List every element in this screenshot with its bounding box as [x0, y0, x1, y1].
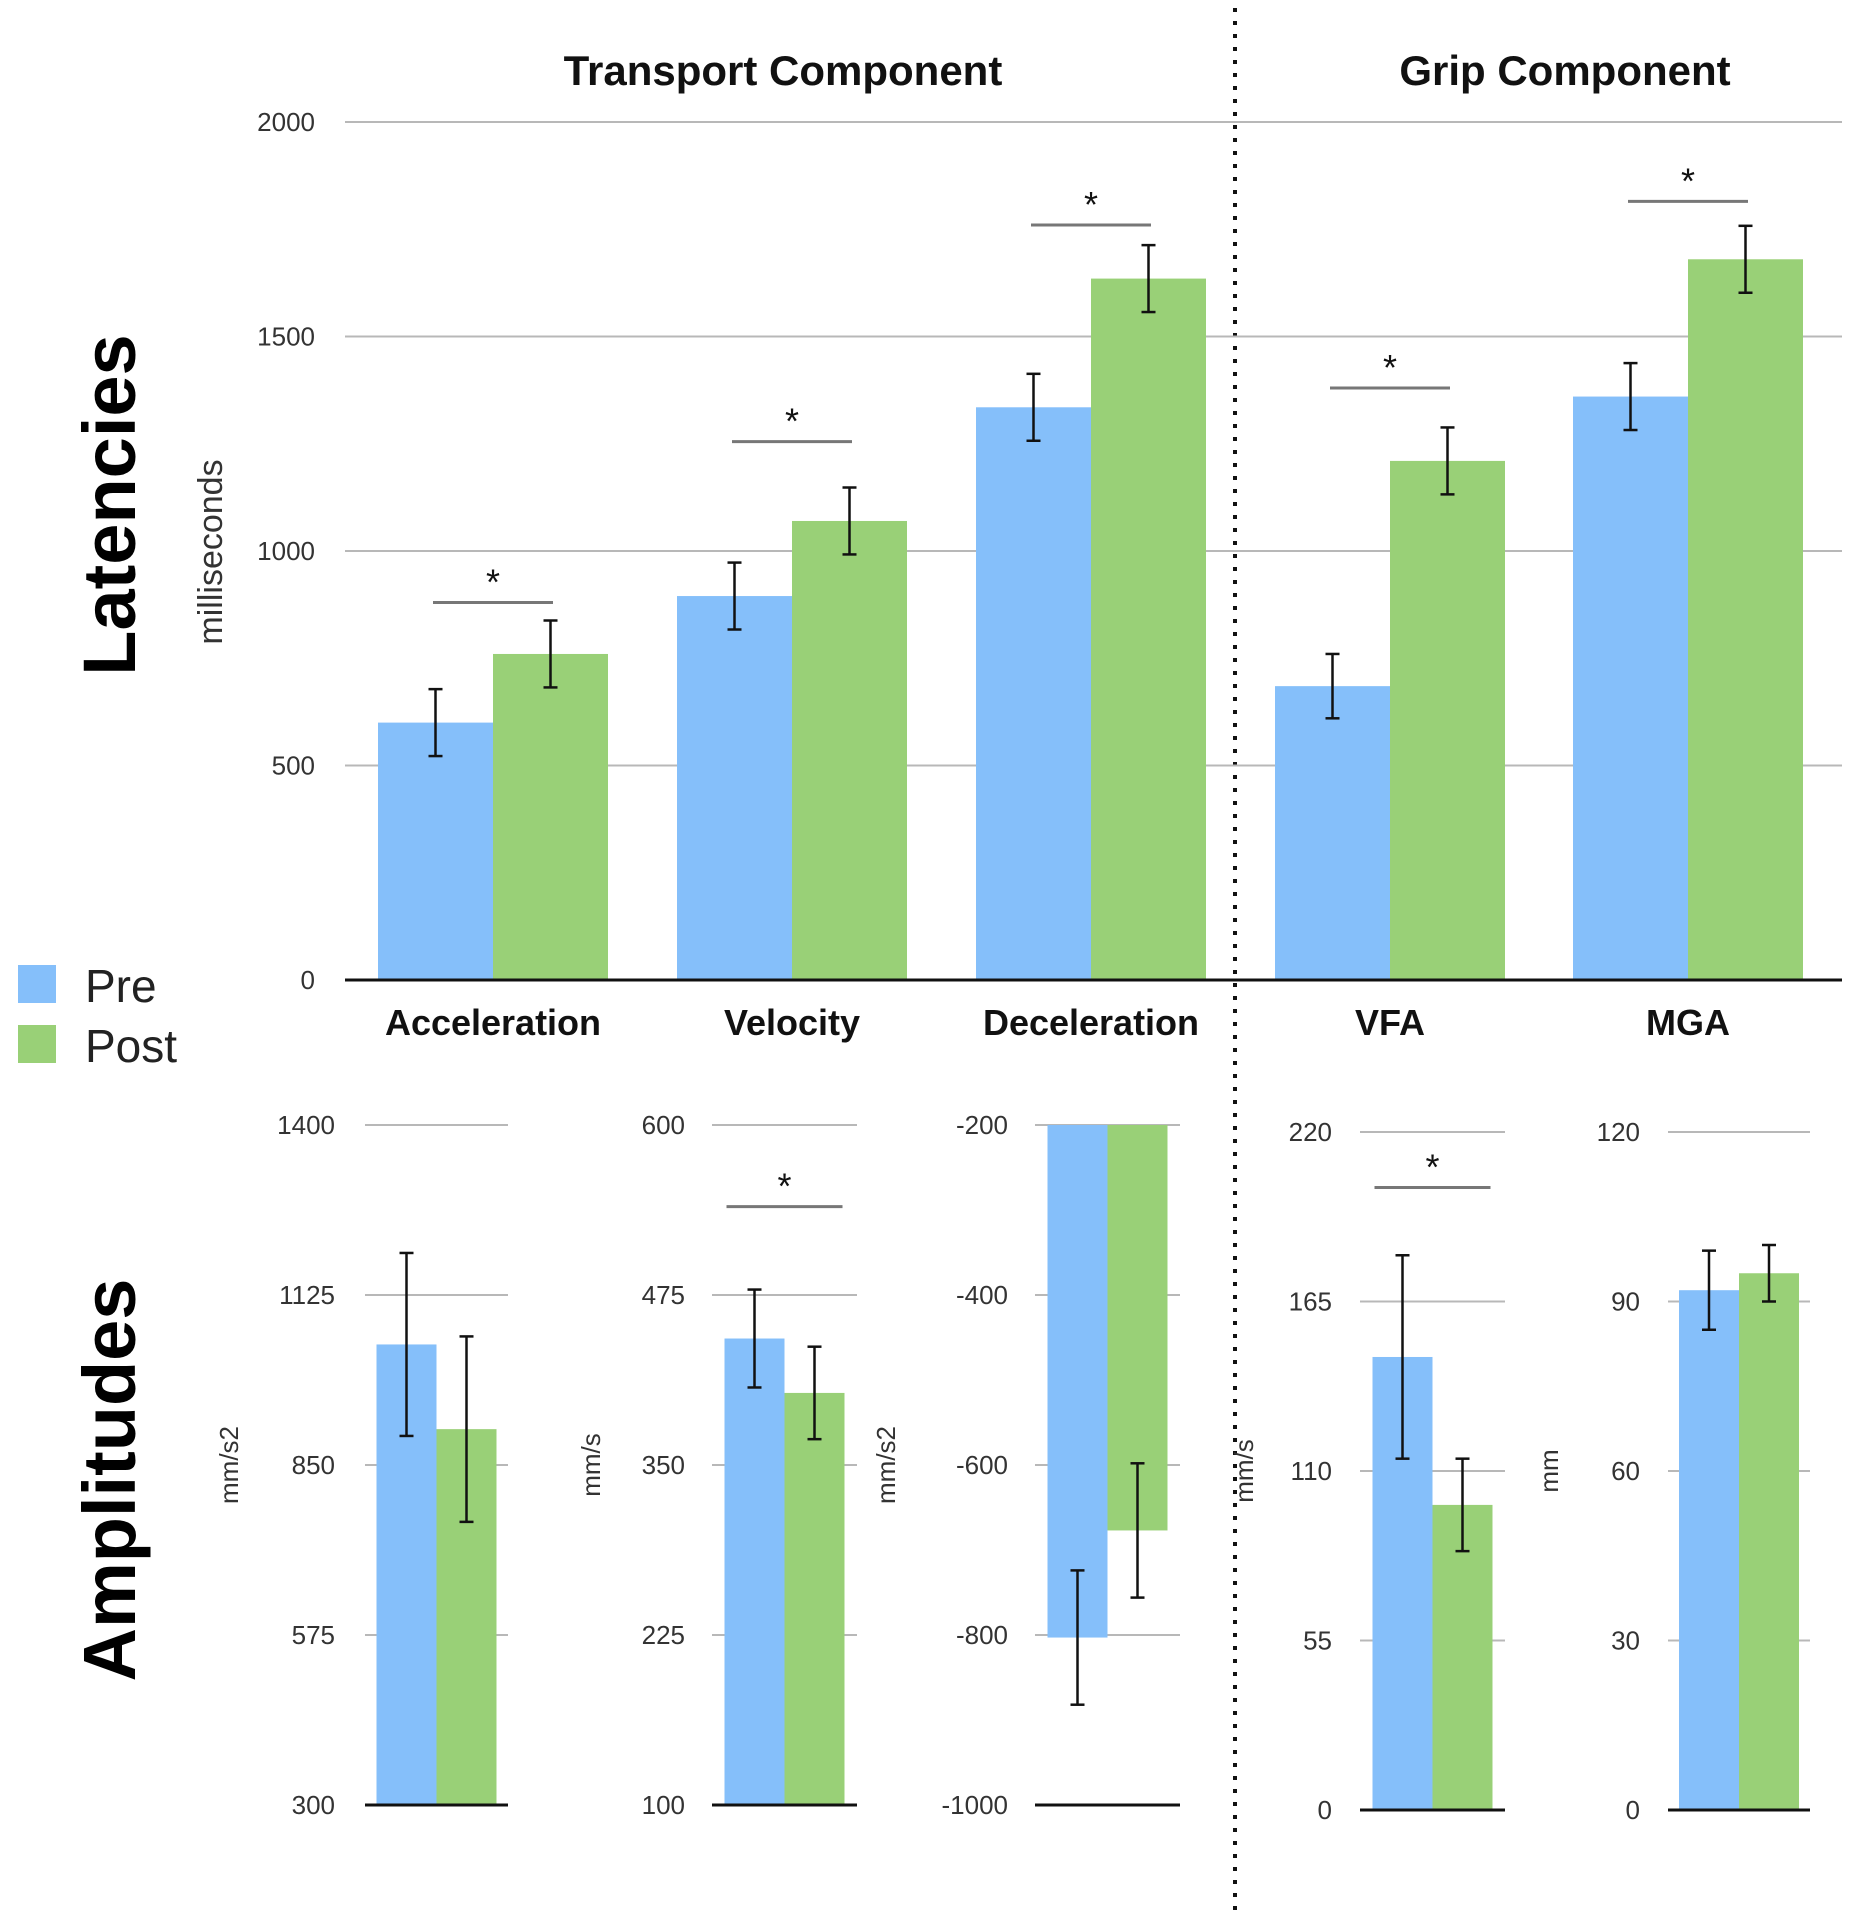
latency-y-axis-label: milliseconds [192, 459, 230, 644]
amplitude-vfa-y-tick-55: 55 [1303, 1626, 1332, 1656]
amplitude-deceleration-y-tick-600: -600 [956, 1450, 1008, 1480]
legend-label-pre: Pre [85, 960, 157, 1012]
amplitude-velocity-significance-star: * [777, 1166, 791, 1207]
latency-y-tick-1500: 1500 [257, 322, 315, 352]
amplitude-mga-y-tick-0: 0 [1626, 1795, 1640, 1825]
section-title-grip: Grip Component [1399, 47, 1730, 94]
latency-bar-acceleration-post [493, 653, 608, 980]
latency-y-tick-0: 0 [301, 965, 315, 995]
latency-velocity-significance-star: * [785, 401, 799, 442]
category-label-deceleration: Deceleration [983, 1002, 1199, 1043]
amplitude-vfa-significance-star: * [1425, 1146, 1439, 1187]
amplitude-vfa-y-tick-220: 220 [1289, 1117, 1332, 1147]
amplitude-acceleration-y-tick-1125: 1125 [279, 1280, 335, 1310]
latency-bar-vfa-post [1390, 460, 1505, 980]
category-label-mga: MGA [1646, 1002, 1730, 1043]
amplitude-velocity-bar-pre [724, 1338, 785, 1805]
amplitude-velocity-y-axis-label: mm/s [576, 1433, 606, 1497]
category-label-velocity: Velocity [724, 1002, 860, 1043]
latency-bar-velocity-pre [677, 596, 792, 980]
amplitude-velocity-bar-post [784, 1392, 845, 1805]
amplitude-vfa-y-axis-label: mm/s [1229, 1439, 1259, 1503]
latency-y-tick-1000: 1000 [257, 536, 315, 566]
amplitude-velocity-y-tick-350: 350 [642, 1450, 685, 1480]
row-label-latencies: Latencies [68, 334, 151, 675]
amplitude-acceleration-y-tick-850: 850 [292, 1450, 335, 1480]
amplitude-acceleration-y-axis-label: mm/s2 [214, 1426, 244, 1504]
amplitude-acceleration-y-tick-1400: 1400 [277, 1110, 335, 1140]
amplitude-deceleration-y-tick-800: -800 [956, 1620, 1008, 1650]
amplitude-deceleration-y-tick-1000: -1000 [942, 1790, 1009, 1820]
latency-acceleration-significance-star: * [486, 561, 500, 602]
latency-bar-mga-post [1688, 259, 1803, 980]
latency-bar-vfa-pre [1275, 686, 1390, 980]
row-label-amplitudes: Amplitudes [68, 1279, 151, 1682]
amplitude-vfa-y-tick-0: 0 [1318, 1795, 1332, 1825]
legend-swatch-post [18, 1025, 56, 1063]
latency-bar-acceleration-pre [378, 722, 493, 980]
latency-bar-mga-pre [1573, 396, 1688, 980]
amplitude-vfa-bar-post [1432, 1504, 1493, 1810]
section-title-transport: Transport Component [564, 47, 1003, 94]
amplitude-velocity-y-tick-100: 100 [642, 1790, 685, 1820]
amplitude-acceleration-y-tick-300: 300 [292, 1790, 335, 1820]
category-label-vfa: VFA [1355, 1002, 1425, 1043]
amplitude-mga-y-tick-120: 120 [1597, 1117, 1640, 1147]
amplitude-vfa-y-tick-110: 110 [1291, 1456, 1332, 1486]
category-label-acceleration: Acceleration [385, 1002, 601, 1043]
latency-bar-deceleration-pre [976, 407, 1091, 980]
amplitude-acceleration-y-tick-575: 575 [292, 1620, 335, 1650]
amplitude-vfa-y-tick-165: 165 [1289, 1287, 1332, 1317]
legend-swatch-pre [18, 965, 56, 1003]
latency-deceleration-significance-star: * [1084, 184, 1098, 225]
amplitude-mga-bar-pre [1679, 1290, 1739, 1810]
amplitude-deceleration-bar-pre [1047, 1125, 1108, 1638]
amplitude-mga-y-tick-60: 60 [1611, 1456, 1640, 1486]
amplitude-velocity-y-tick-600: 600 [642, 1110, 685, 1140]
latency-bar-velocity-post [792, 520, 907, 980]
latency-bar-deceleration-post [1091, 278, 1206, 981]
latency-y-tick-500: 500 [272, 751, 315, 781]
amplitude-velocity-y-tick-475: 475 [642, 1280, 685, 1310]
amplitude-velocity-y-tick-225: 225 [642, 1620, 685, 1650]
latency-vfa-significance-star: * [1383, 347, 1397, 388]
amplitude-deceleration-y-tick-200: -200 [956, 1110, 1008, 1140]
latency-y-tick-2000: 2000 [257, 107, 315, 137]
amplitude-mga-y-axis-label: mm [1534, 1449, 1564, 1492]
amplitude-mga-y-tick-30: 30 [1611, 1626, 1640, 1656]
amplitude-mga-bar-post [1739, 1273, 1799, 1810]
latency-mga-significance-star: * [1681, 160, 1695, 201]
amplitude-deceleration-y-axis-label: mm/s2 [871, 1426, 901, 1504]
legend-label-post: Post [85, 1020, 177, 1072]
amplitude-mga-y-tick-90: 90 [1611, 1287, 1640, 1317]
amplitude-deceleration-y-tick-400: -400 [956, 1280, 1008, 1310]
